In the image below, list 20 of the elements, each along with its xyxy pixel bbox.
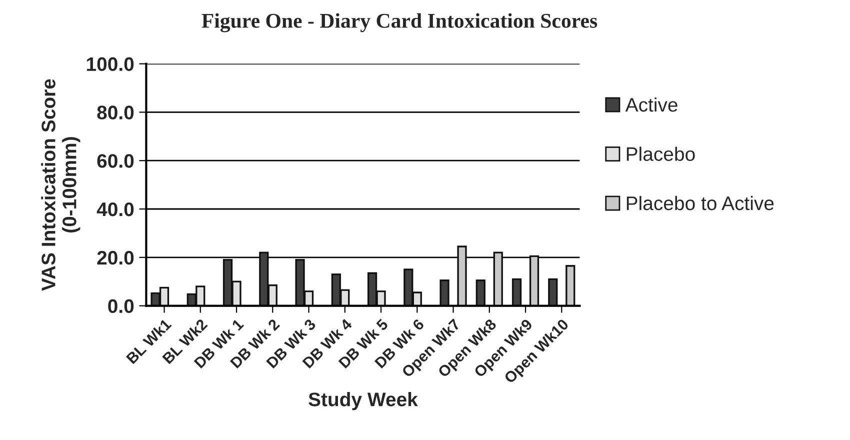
- y-tick-label: 40.0: [96, 202, 134, 216]
- x-axis-title: Study Week: [308, 392, 418, 410]
- y-tick-label: 80.0: [97, 106, 134, 120]
- y-tick-label: 0.0: [108, 299, 134, 314]
- chart-title: Figure One - Diary Card Intoxication Scores: [202, 13, 598, 32]
- bar: [548, 278, 558, 306]
- bar: [476, 280, 486, 306]
- bar: [566, 265, 576, 306]
- legend-label: Placebo: [626, 146, 695, 161]
- y-axis-title: VAS Intoxication Score (0-100mm): [41, 79, 80, 291]
- y-tick-label: 60.0: [97, 154, 134, 168]
- bar: [457, 246, 467, 306]
- legend-label: Active: [625, 97, 678, 112]
- y-tick-label: 100.0: [86, 57, 134, 72]
- bar: [440, 280, 450, 306]
- bar: [493, 252, 503, 306]
- bar: [529, 255, 540, 306]
- legend-label: Placebo to Active: [626, 196, 774, 210]
- y-tick-label: 20.0: [97, 250, 134, 265]
- bar: [512, 278, 522, 306]
